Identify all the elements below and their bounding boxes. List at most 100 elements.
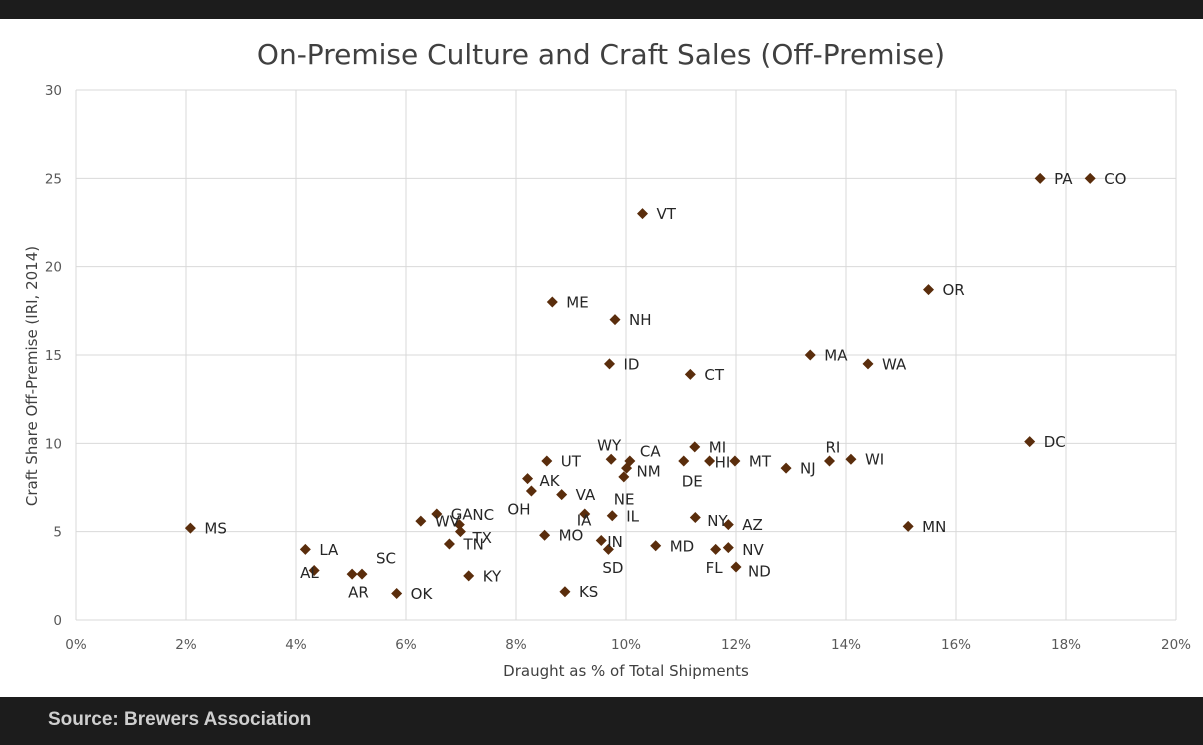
point-label-ia: IA xyxy=(577,512,592,530)
y-tick-label: 10 xyxy=(45,436,62,452)
data-point-nj xyxy=(780,462,792,474)
x-tick-label: 2% xyxy=(175,637,197,653)
point-label-de: DE xyxy=(682,473,703,491)
point-label-nm: NM xyxy=(637,463,661,481)
data-point-ri xyxy=(824,455,835,467)
data-point-wi xyxy=(845,453,857,465)
data-point-co xyxy=(1084,172,1096,184)
scatter-chart: 0% 2% 4% 6% 8% 10% 12% 14% 16% 18% 20% 0 5 10 15 20 25 30… xyxy=(23,38,1191,680)
point-label-vt: VT xyxy=(657,205,677,223)
point-label-ut: UT xyxy=(561,453,582,471)
x-tick-label: 0% xyxy=(65,637,87,653)
point-label-me: ME xyxy=(566,294,588,312)
point-label-ok: OK xyxy=(411,585,434,603)
data-point-nh xyxy=(609,314,621,326)
data-point-mn xyxy=(902,520,914,532)
point-label-nc: NC xyxy=(472,506,494,524)
point-label-ga: GA xyxy=(451,506,474,524)
point-label-ks: KS xyxy=(579,583,598,601)
data-point-ar xyxy=(346,568,358,580)
data-point-pa xyxy=(1034,172,1046,184)
y-tick-label: 25 xyxy=(45,171,62,187)
data-point-dc xyxy=(1024,436,1036,448)
data-point-wv xyxy=(415,515,427,527)
point-label-ca: CA xyxy=(640,443,661,461)
data-point-ma xyxy=(804,349,816,361)
data-point-ct xyxy=(684,368,696,380)
point-label-az: AZ xyxy=(742,516,763,534)
data-point-id xyxy=(604,358,615,370)
point-label-ri: RI xyxy=(826,439,841,457)
data-point-ia xyxy=(579,508,591,520)
point-label-oh: OH xyxy=(507,501,530,519)
data-point-or xyxy=(923,284,934,296)
point-label-il: IL xyxy=(626,507,639,525)
grid-lines xyxy=(75,89,1177,621)
point-label-la: LA xyxy=(319,541,339,559)
point-label-ak: AK xyxy=(540,472,561,490)
data-point-mi xyxy=(689,441,701,453)
data-point-ca xyxy=(624,455,636,467)
data-point-ga xyxy=(431,508,443,520)
top-frame-bar xyxy=(0,0,1203,19)
y-tick-label: 30 xyxy=(45,83,62,99)
data-point-fl xyxy=(710,543,722,555)
data-point-me xyxy=(546,296,558,308)
x-tick-label: 18% xyxy=(1051,637,1081,653)
point-label-hi: HI xyxy=(715,454,731,472)
x-tick-label: 6% xyxy=(395,637,417,653)
chart-title: On-Premise Culture and Craft Sales (Off-… xyxy=(257,38,945,71)
point-label-mt: MT xyxy=(749,453,772,471)
point-label-nd: ND xyxy=(748,563,771,581)
x-tick-label: 16% xyxy=(941,637,971,653)
data-point-tn xyxy=(443,538,455,550)
x-tick-label: 4% xyxy=(285,637,307,653)
point-label-nv: NV xyxy=(742,541,764,559)
point-label-sc: SC xyxy=(376,550,396,568)
data-point-wy xyxy=(605,453,617,465)
data-point-ky xyxy=(463,570,475,582)
data-point-nv xyxy=(722,542,734,554)
tick-labels: 0% 2% 4% 6% 8% 10% 12% 14% 16% 18% 20% 0 5 10 15 20 25 30 xyxy=(45,83,1191,653)
point-label-tn: TN xyxy=(462,536,483,554)
point-label-tx: TX xyxy=(471,529,491,547)
point-label-in: IN xyxy=(607,533,623,551)
data-point-de xyxy=(678,455,690,467)
point-label-mn: MN xyxy=(922,518,946,536)
data-point-mo xyxy=(539,529,551,541)
point-label-md: MD xyxy=(670,537,695,555)
data-point-tx xyxy=(454,526,466,538)
point-label-pa: PA xyxy=(1054,170,1073,188)
data-point-va xyxy=(556,489,568,501)
point-label-or: OR xyxy=(943,281,965,299)
point-label-sd: SD xyxy=(602,559,623,577)
data-point-ut xyxy=(541,455,553,467)
y-tick-label: 5 xyxy=(53,525,62,541)
data-point-al xyxy=(308,565,320,577)
point-label-wy: WY xyxy=(597,437,622,455)
point-label-co: CO xyxy=(1104,170,1126,188)
data-point-mt xyxy=(729,455,741,467)
point-label-wv: WV xyxy=(435,513,461,531)
data-point-ok xyxy=(391,588,403,599)
data-point-ne xyxy=(618,471,630,483)
data-point-oh xyxy=(525,485,537,497)
source-text: Source: Brewers Association xyxy=(48,709,312,730)
y-tick-label: 15 xyxy=(45,348,62,364)
data-point-ks xyxy=(559,586,571,598)
data-point-ny xyxy=(689,512,701,524)
x-tick-label: 10% xyxy=(611,637,641,653)
point-label-wa: WA xyxy=(882,355,907,373)
data-point-la xyxy=(299,543,311,555)
point-label-mo: MO xyxy=(559,527,584,545)
point-label-al: AL xyxy=(300,564,319,582)
data-point-wa xyxy=(862,358,874,370)
data-point-ak xyxy=(522,473,534,485)
data-point-az xyxy=(722,519,734,531)
point-label-nj: NJ xyxy=(800,460,816,478)
y-tick-label: 0 xyxy=(53,613,62,629)
y-axis-label: Craft Share Off-Premise (IRI, 2014) xyxy=(23,246,41,506)
data-point-il xyxy=(606,510,618,522)
data-points xyxy=(184,172,1096,599)
